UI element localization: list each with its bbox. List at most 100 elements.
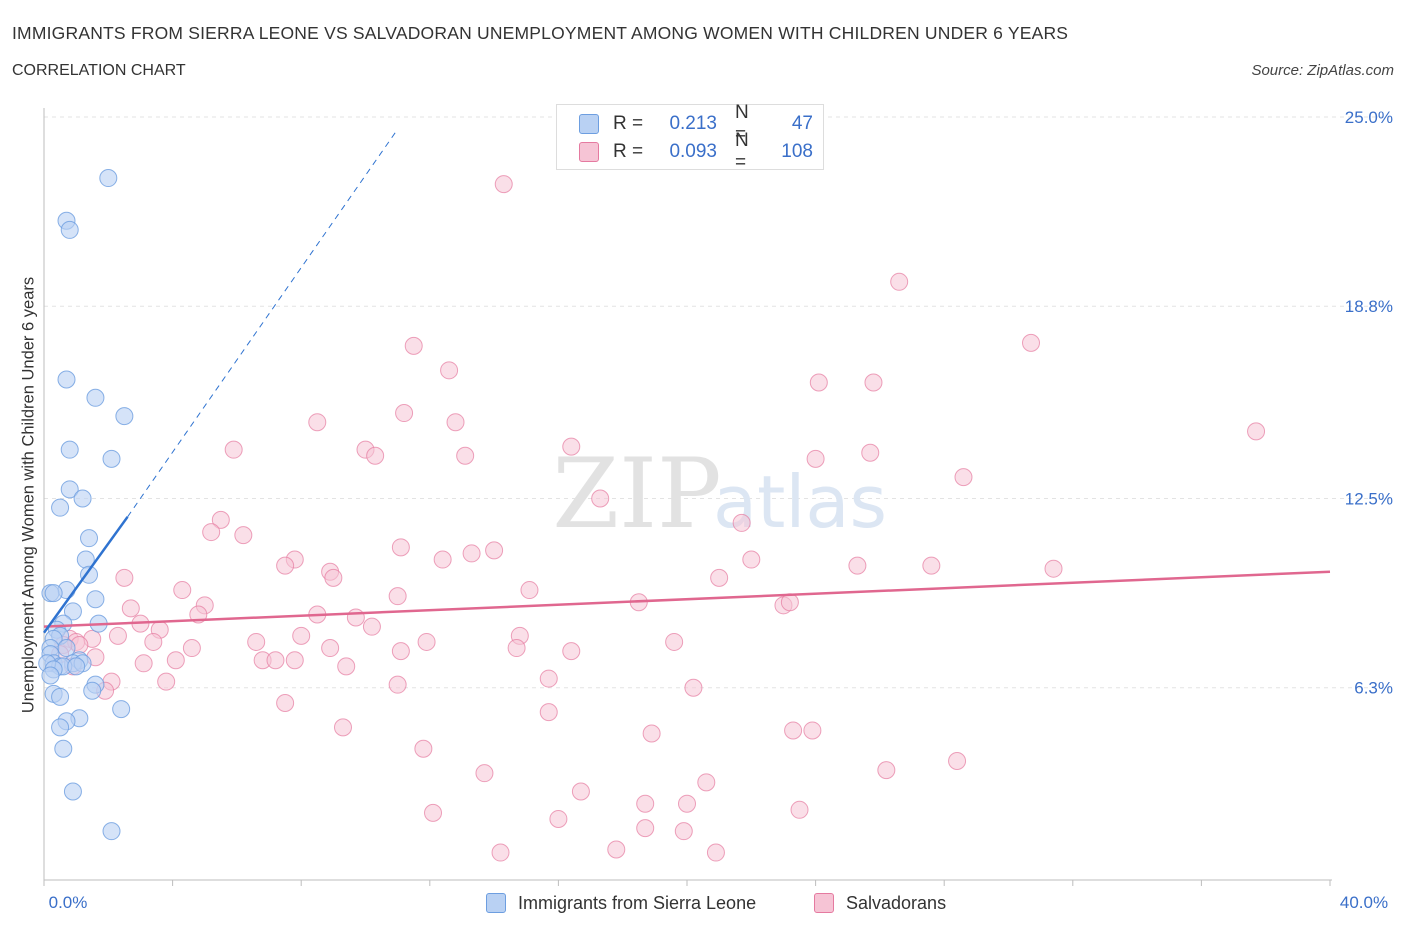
data-point-salvadorans	[1022, 333, 1041, 352]
legend-n-value: 108	[781, 141, 813, 162]
data-point-sierra-leone	[41, 666, 60, 685]
grid-lines	[44, 116, 1390, 689]
data-point-salvadorans	[674, 822, 693, 841]
data-point-salvadorans	[636, 794, 655, 813]
data-point-salvadorans	[591, 489, 610, 508]
data-point-salvadorans	[362, 617, 381, 636]
data-point-salvadorans	[414, 739, 433, 758]
trend-line-salvadorans	[43, 570, 1331, 628]
data-point-salvadorans	[433, 550, 452, 569]
data-point-salvadorans	[665, 632, 684, 651]
data-point-sierra-leone	[57, 370, 76, 389]
data-point-salvadorans	[446, 413, 465, 432]
data-point-sierra-leone	[44, 584, 63, 603]
data-point-salvadorans	[491, 843, 510, 862]
data-point-sierra-leone	[54, 739, 73, 758]
data-point-salvadorans	[388, 675, 407, 694]
data-point-salvadorans	[539, 703, 558, 722]
y-tick-label: 25.0%	[1345, 108, 1393, 127]
data-point-salvadorans	[173, 581, 192, 600]
data-point-salvadorans	[424, 803, 443, 822]
series-sierra-leone-points	[38, 169, 134, 841]
data-point-sierra-leone	[80, 565, 99, 584]
data-point-sierra-leone	[73, 489, 92, 508]
legend: R = 0.213 N = 47 R = 0.093 N = 108	[556, 102, 824, 173]
data-point-salvadorans	[366, 446, 385, 465]
axes	[43, 108, 1332, 886]
legend-n-label: N =	[735, 102, 749, 145]
data-point-salvadorans	[877, 761, 896, 780]
bottom-legend-swatch-blue	[486, 893, 506, 913]
x-tick-label-max: 40.0%	[1340, 893, 1388, 912]
data-point-sierra-leone	[67, 657, 86, 676]
data-point-salvadorans	[134, 654, 153, 673]
data-point-salvadorans	[710, 568, 729, 587]
data-point-salvadorans	[562, 642, 581, 661]
data-point-salvadorans	[485, 541, 504, 560]
legend-r-label: R =	[613, 113, 644, 134]
data-point-salvadorans	[636, 819, 655, 838]
data-point-salvadorans	[276, 556, 295, 575]
data-point-salvadorans	[697, 773, 716, 792]
data-point-salvadorans	[507, 639, 526, 658]
chart-subtitle: CORRELATION CHART	[12, 62, 186, 79]
watermark-zip: ZIP	[552, 438, 721, 550]
source-label: Source: ZipAtlas.com	[1251, 62, 1394, 79]
data-point-salvadorans	[803, 721, 822, 740]
data-point-salvadorans	[308, 413, 327, 432]
data-point-salvadorans	[440, 361, 459, 380]
legend-r-label: R =	[613, 141, 644, 162]
data-point-salvadorans	[494, 175, 513, 194]
data-point-salvadorans	[948, 751, 967, 770]
data-point-salvadorans	[182, 639, 201, 658]
bottom-legend-salvadorans: Salvadorans	[814, 890, 946, 916]
data-point-sierra-leone	[51, 718, 70, 737]
legend-row-sierra-leone: R = 0.213 N = 47	[579, 102, 813, 145]
data-point-salvadorans	[732, 513, 751, 532]
data-point-salvadorans	[157, 672, 176, 691]
data-point-salvadorans	[292, 626, 311, 645]
bottom-legend-swatch-pink	[814, 893, 834, 913]
data-point-salvadorans	[922, 556, 941, 575]
data-point-salvadorans	[954, 468, 973, 487]
data-point-salvadorans	[890, 272, 909, 291]
data-point-salvadorans	[333, 718, 352, 737]
data-point-salvadorans	[266, 651, 285, 670]
data-point-sierra-leone	[80, 529, 99, 548]
data-point-salvadorans	[395, 404, 414, 423]
data-point-salvadorans	[202, 523, 221, 542]
data-point-salvadorans	[166, 651, 185, 670]
data-point-salvadorans	[404, 336, 423, 355]
data-point-sierra-leone	[63, 602, 82, 621]
data-point-salvadorans	[346, 608, 365, 627]
data-point-salvadorans	[1044, 559, 1063, 578]
data-point-salvadorans	[571, 782, 590, 801]
data-point-salvadorans	[806, 449, 825, 468]
data-point-salvadorans	[391, 642, 410, 661]
data-point-salvadorans	[456, 446, 475, 465]
legend-r-value: 0.213	[669, 113, 717, 134]
data-point-salvadorans	[848, 556, 867, 575]
bottom-legend-label: Salvadorans	[846, 892, 947, 913]
data-point-salvadorans	[276, 693, 295, 712]
legend-swatch-blue	[579, 114, 599, 134]
legend-n-label: N =	[735, 130, 749, 173]
data-point-salvadorans	[790, 800, 809, 819]
data-point-sierra-leone	[112, 700, 131, 719]
data-point-salvadorans	[108, 626, 127, 645]
data-point-salvadorans	[144, 632, 163, 651]
data-point-salvadorans	[549, 809, 568, 828]
tick-labels: 0.0% 40.0% 6.3% 12.5% 18.8% 25.0%	[49, 108, 1393, 912]
data-point-salvadorans	[321, 639, 340, 658]
data-point-salvadorans	[861, 443, 880, 462]
data-point-sierra-leone	[115, 407, 134, 426]
data-point-salvadorans	[391, 538, 410, 557]
data-point-salvadorans	[539, 669, 558, 688]
data-point-salvadorans	[562, 437, 581, 456]
data-point-sierra-leone	[57, 639, 76, 658]
y-tick-label: 6.3%	[1354, 679, 1393, 698]
legend-r-value: 0.093	[669, 141, 717, 162]
data-point-salvadorans	[388, 587, 407, 606]
data-point-sierra-leone	[51, 687, 70, 706]
data-point-salvadorans	[706, 843, 725, 862]
